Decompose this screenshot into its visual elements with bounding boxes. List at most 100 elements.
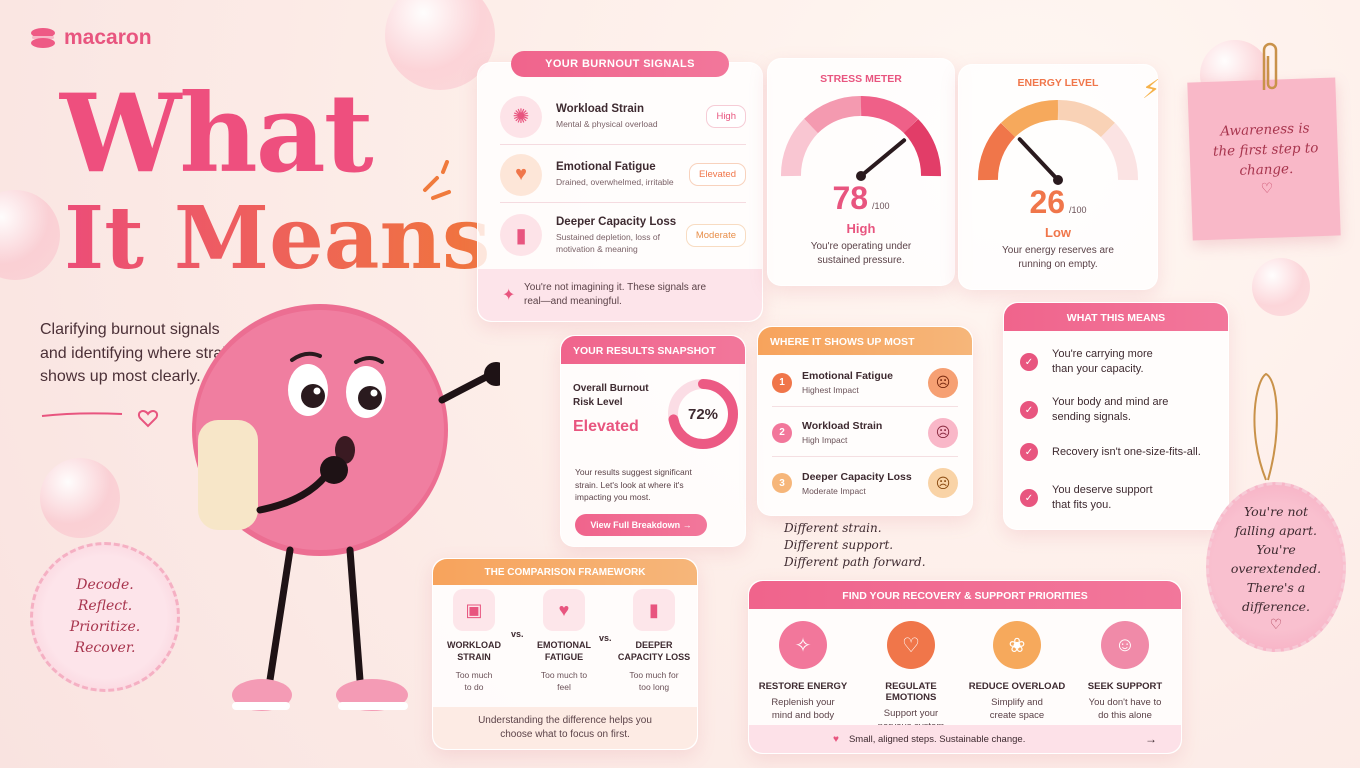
reassurance-tag: You're not falling apart. You're overext… — [1206, 482, 1346, 652]
snapshot-arc — [668, 379, 738, 449]
signal-desc: Mental & physical overload — [556, 119, 658, 129]
comparison-title: WORKLOAD STRAIN — [447, 640, 501, 662]
comparison-title: EMOTIONAL FATIGUE — [537, 640, 591, 662]
comparison-desc: Too much for too long — [629, 670, 679, 692]
bubble-decoration — [385, 0, 495, 90]
arrow-right-icon: → — [1145, 732, 1157, 746]
stress-level: High — [846, 221, 876, 236]
heart-icon: ♥ — [833, 733, 839, 745]
priorities-card: FIND YOUR RECOVERY & SUPPORT PRIORITIES … — [748, 580, 1182, 754]
comparison-desc: Too much to do — [455, 670, 493, 692]
check-icon: ✓ — [1020, 489, 1038, 507]
macaron-character — [192, 304, 500, 711]
sparkle-icon — [423, 160, 451, 200]
bubble-decoration — [0, 190, 60, 280]
signal-row: ✺ Workload Strain Mental & physical over… — [500, 89, 746, 145]
heart-icon: ♡ — [1269, 615, 1283, 632]
burnout-signals-card: YOUR BURNOUT SIGNALS ✺ Workload Strain M… — [477, 51, 763, 322]
rank-number: 1 — [772, 372, 792, 393]
signal-desc: Drained, overwhelmed, irritable — [556, 177, 674, 187]
energy-level-card: ENERGY LEVEL 26 /100 Low Your energy res… — [958, 64, 1158, 290]
check-icon: ✓ — [1020, 353, 1038, 371]
different-strain-note: Different strain. Different support. Dif… — [784, 521, 926, 569]
hero-title-line2: It Means — [64, 188, 491, 289]
results-snapshot-card: YOUR RESULTS SNAPSHOT Overall Burnout Ri… — [560, 335, 746, 547]
priority-desc: Replenish your mind and body — [771, 697, 835, 721]
stress-max: /100 — [872, 201, 890, 211]
comparison-title: DEEPER CAPACITY LOSS — [617, 640, 691, 662]
impact-row: 1 Emotional Fatigue Highest Impact ☹ — [772, 359, 958, 407]
stress-gauge — [781, 96, 941, 181]
impact-title: Workload Strain — [802, 420, 883, 432]
energy-level-title: ENERGY LEVEL — [1017, 77, 1099, 89]
signal-badge: Moderate — [685, 223, 746, 247]
sticky-note: Awareness is the first step to change. ♡ — [1187, 77, 1341, 241]
snapshot-level: Elevated — [573, 418, 639, 435]
heart-icon: ♥ — [543, 589, 585, 631]
rank-number: 3 — [772, 473, 792, 493]
impact-label: High Impact — [802, 435, 848, 445]
stress-meter-card: STRESS METER 78 /100 High You're operati… — [767, 58, 955, 286]
stress-desc: You're operating under sustained pressur… — [810, 241, 912, 266]
comparison-framework-card: THE COMPARISON FRAMEWORK ▣ WORKLOAD STRA… — [432, 558, 698, 750]
decode-stamp-text: Decode. Reflect. Prioritize. Recover. — [69, 577, 141, 656]
signal-row: ▮ Deeper Capacity Loss Sustained depleti… — [500, 207, 746, 263]
view-breakdown-button[interactable]: View Full Breakdown → — [575, 514, 707, 536]
brain-icon: ✺ — [500, 95, 542, 138]
sticky-note-text: Awareness is the first step to change. — [1212, 120, 1319, 179]
sprout-icon: ❀ — [993, 621, 1041, 669]
burnout-signals-header: YOUR BURNOUT SIGNALS — [511, 51, 729, 77]
impact-label: Moderate Impact — [802, 485, 866, 496]
heart-icon: ♡ — [1260, 179, 1274, 197]
paperclip-icon — [1262, 42, 1278, 90]
comparison-item: ♥ EMOTIONAL FATIGUE Too much to feel — [529, 589, 599, 693]
vs-label: vs. — [599, 633, 612, 643]
priorities-header: FIND YOUR RECOVERY & SUPPORT PRIORITIES — [749, 581, 1181, 609]
snapshot-label: Overall Burnout Risk Level — [573, 383, 649, 408]
means-item: ✓ Recovery isn't one-size-fits-all. — [1020, 443, 1212, 461]
energy-needle — [1017, 137, 1060, 182]
snapshot-desc: Your results suggest significant strain.… — [575, 467, 692, 502]
priority-item: ❀ REDUCE OVERLOAD Simplify and create sp… — [967, 621, 1067, 722]
energy-max: /100 — [1069, 205, 1087, 215]
impact-title: Deeper Capacity Loss — [802, 470, 912, 483]
signal-badge: Elevated — [689, 163, 746, 186]
means-item: ✓ Your body and mind are sending signals. — [1020, 395, 1212, 425]
energy-gauge — [978, 100, 1138, 185]
stress-needle — [859, 138, 907, 178]
priority-desc: Simplify and create space — [989, 697, 1045, 721]
heart-icon: ♥ — [500, 153, 542, 196]
battery-icon: ▮ — [500, 214, 542, 256]
comparison-desc: Too much to feel — [540, 670, 588, 692]
hero-title-line1: What — [60, 71, 374, 197]
priority-item: ☺ SEEK SUPPORT You don't have to do this… — [1075, 621, 1175, 722]
impact-label: Highest Impact — [802, 385, 859, 395]
energy-level: Low — [1045, 225, 1071, 240]
bubble-decoration — [40, 458, 120, 538]
signal-title: Emotional Fatigue — [556, 161, 656, 173]
reassurance-tag-text: You're not falling apart. You're overext… — [1230, 503, 1322, 614]
priority-title: REDUCE OVERLOAD — [968, 681, 1066, 692]
priority-title: RESTORE ENERGY — [758, 681, 848, 692]
where-it-shows-header: WHERE IT SHOWS UP MOST — [758, 327, 972, 355]
impact-row: 3 Deeper Capacity Loss Moderate Impact ☹ — [772, 459, 958, 507]
signal-badge: High — [706, 105, 746, 128]
sad-face-icon: ☹ — [928, 367, 958, 398]
energy-desc: Your energy reserves are running on empt… — [1002, 245, 1114, 270]
sparkles-icon: ✧ — [779, 621, 827, 669]
impact-row: 2 Workload Strain High Impact ☹ — [772, 409, 958, 457]
check-icon: ✓ — [1020, 401, 1038, 419]
macaron-logo-icon — [31, 28, 55, 48]
lightning-icon: ⚡ — [1142, 74, 1161, 104]
impact-title: Emotional Fatigue — [802, 370, 894, 382]
tag-string — [1253, 372, 1278, 481]
signals-note: ✦ You're not imagining it. These signals… — [478, 269, 762, 321]
brand-logo: macaron — [30, 26, 152, 50]
underline-heart-icon — [41, 410, 158, 428]
signal-row: ♥ Emotional Fatigue Drained, overwhelmed… — [500, 147, 746, 203]
priority-desc: You don't have to do this alone — [1088, 697, 1162, 721]
decode-stamp: Decode. Reflect. Prioritize. Recover. — [30, 542, 180, 692]
means-item: ✓ You deserve support that fits you. — [1020, 483, 1212, 513]
results-snapshot-header: YOUR RESULTS SNAPSHOT — [561, 336, 745, 364]
priority-item: ✧ RESTORE ENERGY Replenish your mind and… — [753, 621, 853, 722]
